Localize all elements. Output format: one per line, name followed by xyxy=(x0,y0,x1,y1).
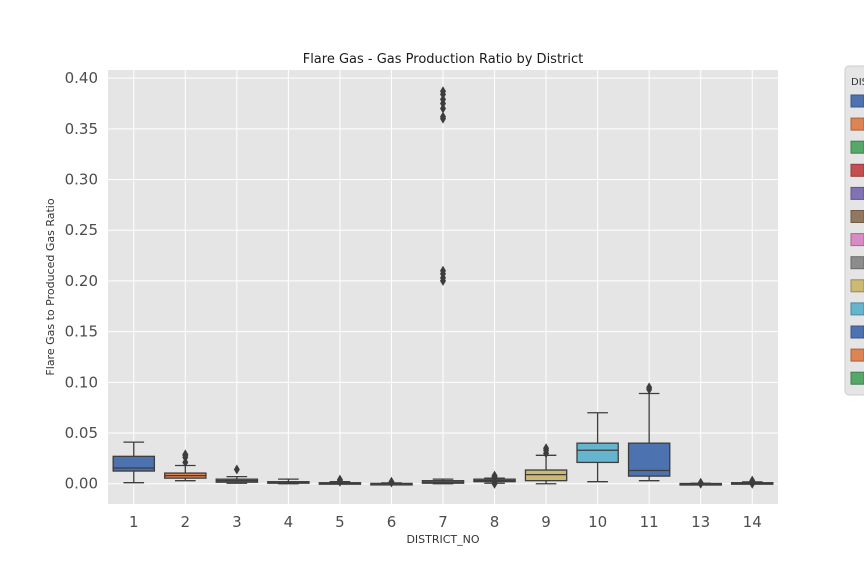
y-tick-label: 0.15 xyxy=(65,323,98,341)
outlier-marker xyxy=(646,382,653,393)
box-district-10 xyxy=(576,412,619,483)
legend-swatch xyxy=(850,163,864,177)
x-tick-labels: 1 2 3 4 5 6 7 8 9 10 11 13 14 xyxy=(129,513,762,531)
box-district-7 xyxy=(421,86,465,485)
legend-swatch xyxy=(850,348,864,362)
box-district-3 xyxy=(215,464,259,484)
y-tick-label: 0.25 xyxy=(65,221,98,239)
y-tick-label: 0.00 xyxy=(65,475,98,493)
chart-title: Flare Gas - Gas Production Ratio by Dist… xyxy=(303,52,584,67)
x-tick-label: 11 xyxy=(640,513,659,531)
legend-swatch xyxy=(850,186,864,200)
box-iqr xyxy=(576,442,619,464)
x-tick-label: 7 xyxy=(438,513,448,531)
box-district-4 xyxy=(267,478,310,485)
outlier-marker xyxy=(440,103,446,114)
legend-swatch xyxy=(850,371,864,385)
box-iqr xyxy=(112,455,156,472)
x-tick-label: 10 xyxy=(588,513,607,531)
outlier-marker xyxy=(182,449,189,460)
legend-swatch xyxy=(850,117,864,131)
y-tick-label: 0.40 xyxy=(65,69,98,87)
y-tick-labels: 0.00 0.05 0.10 0.15 0.20 0.25 0.30 0.35 0.40 xyxy=(65,69,98,493)
box-district-9 xyxy=(524,443,568,485)
outlier-marker xyxy=(336,474,343,485)
outlier-marker xyxy=(491,470,498,481)
legend-swatch xyxy=(850,279,864,293)
y-tick-label: 0.05 xyxy=(65,424,98,442)
x-tick-label: 1 xyxy=(129,513,139,531)
box-district-1 xyxy=(112,441,156,484)
legend-swatch xyxy=(850,233,864,247)
x-tick-label: 8 xyxy=(490,513,500,531)
y-tick-label: 0.30 xyxy=(65,171,98,189)
outlier-marker xyxy=(440,111,446,122)
x-tick-label: 2 xyxy=(181,513,191,531)
legend-swatch xyxy=(850,140,864,154)
outlier-marker xyxy=(440,265,446,276)
legend-swatch xyxy=(850,302,864,316)
outlier-marker xyxy=(233,464,240,475)
x-tick-label: 4 xyxy=(284,513,294,531)
y-axis-title: Flare Gas to Produced Gas Ratio xyxy=(44,198,57,375)
box-district-5 xyxy=(318,474,362,487)
legend-swatch xyxy=(850,325,864,339)
x-tick-label: 5 xyxy=(335,513,345,531)
box-district-8 xyxy=(473,470,516,489)
outlier-marker xyxy=(182,457,189,468)
legend-swatch xyxy=(850,256,864,270)
legend: DIS xyxy=(844,65,864,396)
x-tick-label: 13 xyxy=(691,513,710,531)
y-tick-label: 0.10 xyxy=(65,373,98,391)
boxes xyxy=(112,86,774,489)
box-district-2 xyxy=(164,449,207,482)
legend-swatches xyxy=(850,94,864,385)
outlier-marker xyxy=(697,477,704,488)
x-tick-label: 6 xyxy=(387,513,397,531)
outlier-marker xyxy=(543,443,550,454)
legend-swatch xyxy=(850,94,864,108)
legend-frame xyxy=(844,65,864,396)
y-tick-label: 0.35 xyxy=(65,120,98,138)
legend-title: DIS xyxy=(851,77,864,88)
legend-swatch xyxy=(850,210,864,223)
x-tick-label: 14 xyxy=(743,513,762,531)
box-iqr xyxy=(524,469,568,482)
box-district-6 xyxy=(370,476,413,488)
outlier-marker xyxy=(491,477,498,488)
box-district-13 xyxy=(679,477,722,489)
box-district-11 xyxy=(627,382,671,482)
outlier-marker xyxy=(440,86,446,97)
y-tick-label: 0.20 xyxy=(65,272,98,290)
box-district-14 xyxy=(730,475,774,489)
outlier-marker xyxy=(388,476,395,487)
outlier-marker xyxy=(440,94,446,105)
x-tick-label: 9 xyxy=(541,513,551,531)
outlier-marker xyxy=(749,475,756,486)
x-tick-label: 3 xyxy=(232,513,242,531)
x-axis-title: DISTRICT_NO xyxy=(406,533,479,546)
